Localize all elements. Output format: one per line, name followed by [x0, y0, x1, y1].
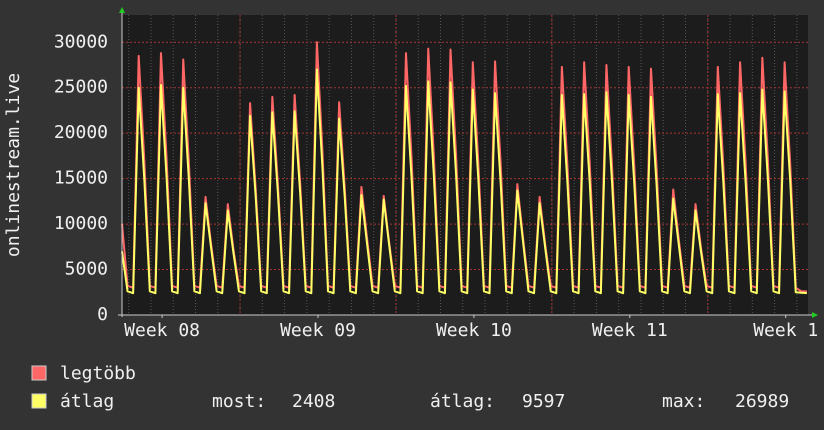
y-tick-label: 30000 — [54, 31, 108, 52]
y-tick-label: 25000 — [54, 77, 108, 98]
axis-arrow — [812, 312, 818, 318]
stat-value: 26989 — [735, 391, 789, 412]
x-tick-label: Week 09 — [280, 320, 356, 341]
x-tick-label: Week 1 — [753, 320, 818, 341]
series-line — [121, 68, 807, 295]
stat-label: most: — [212, 391, 266, 412]
stat-label: átlag: — [430, 391, 495, 412]
x-tick-label: Week 11 — [592, 320, 668, 341]
stat-label: max: — [662, 391, 705, 412]
y-axis-label: onlinestream.live — [3, 73, 24, 257]
legend-label: átlag — [60, 391, 114, 412]
y-tick-label: 10000 — [54, 213, 108, 234]
y-tick-label: 15000 — [54, 168, 108, 189]
x-tick-label: Week 08 — [124, 320, 200, 341]
legend-swatch — [31, 393, 47, 409]
stat-value: 2408 — [292, 391, 335, 412]
y-tick-label: 0 — [97, 304, 108, 325]
legend-label: legtöbb — [60, 363, 136, 384]
y-tick-label: 5000 — [65, 259, 108, 280]
y-tick-label: 20000 — [54, 122, 108, 143]
axis-arrow — [119, 7, 125, 13]
x-tick-label: Week 10 — [436, 320, 512, 341]
legend-swatch — [31, 365, 47, 381]
stat-value: 9597 — [522, 391, 565, 412]
